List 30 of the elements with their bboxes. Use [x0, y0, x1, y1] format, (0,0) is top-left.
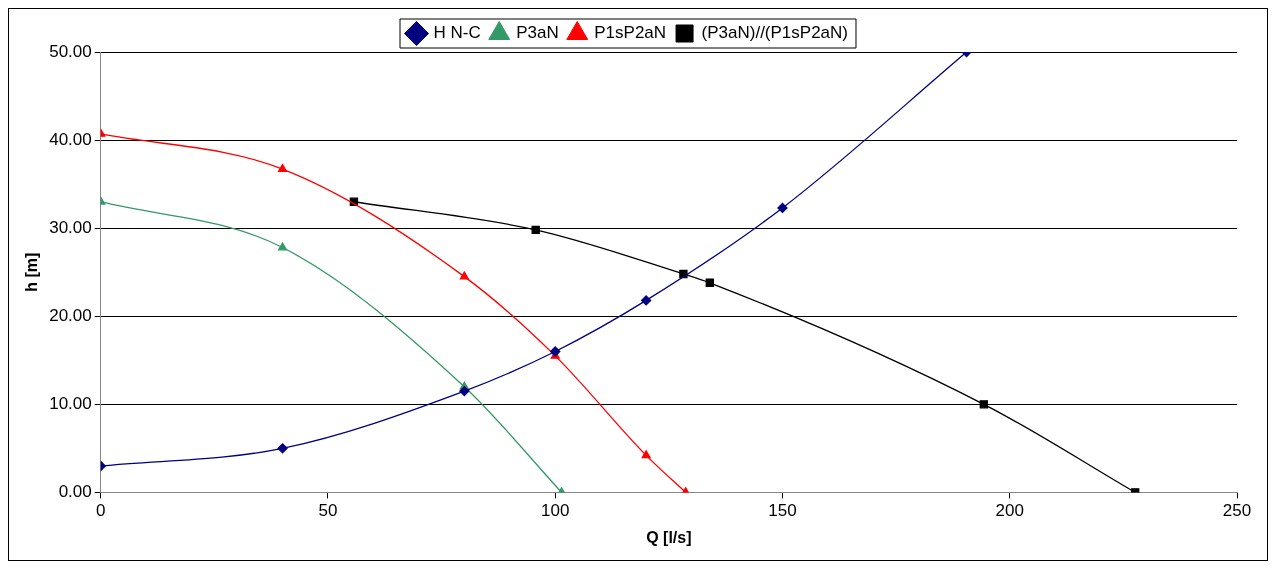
point	[278, 242, 288, 251]
y-tick-label: 20.00	[49, 305, 92, 325]
y-axis-title: h [m]	[23, 252, 41, 292]
y-tick-label: 50.00	[49, 41, 92, 61]
x-tick-label: 150	[768, 501, 797, 521]
y-tick-label: 0.00	[58, 482, 92, 502]
point	[278, 164, 288, 173]
y-tick-label: 30.00	[49, 217, 92, 237]
point	[979, 400, 989, 409]
y-tick-label: 10.00	[49, 394, 92, 414]
y-tick-label: 40.00	[49, 129, 92, 149]
x-tick-label: 50	[318, 501, 338, 521]
point	[550, 346, 561, 357]
x-tick-label: 250	[1222, 501, 1252, 521]
legend-label: P3aN	[516, 23, 559, 43]
point	[705, 278, 714, 287]
x-tick-label: 0	[96, 501, 106, 521]
point	[277, 443, 288, 454]
x-axis-title: Q [l/s]	[646, 528, 692, 546]
x-tick-label: 100	[541, 501, 570, 521]
x-tick-label: 200	[995, 501, 1024, 521]
point	[531, 225, 540, 235]
legend-label: P1sP2aN	[594, 23, 667, 43]
point	[641, 295, 652, 306]
legend-label: (P3aN)//(P1sP2aN)	[701, 23, 848, 43]
point	[459, 271, 469, 280]
point	[777, 202, 788, 214]
point	[459, 385, 470, 397]
point	[641, 450, 651, 459]
legend-label: H N-C	[433, 23, 481, 43]
